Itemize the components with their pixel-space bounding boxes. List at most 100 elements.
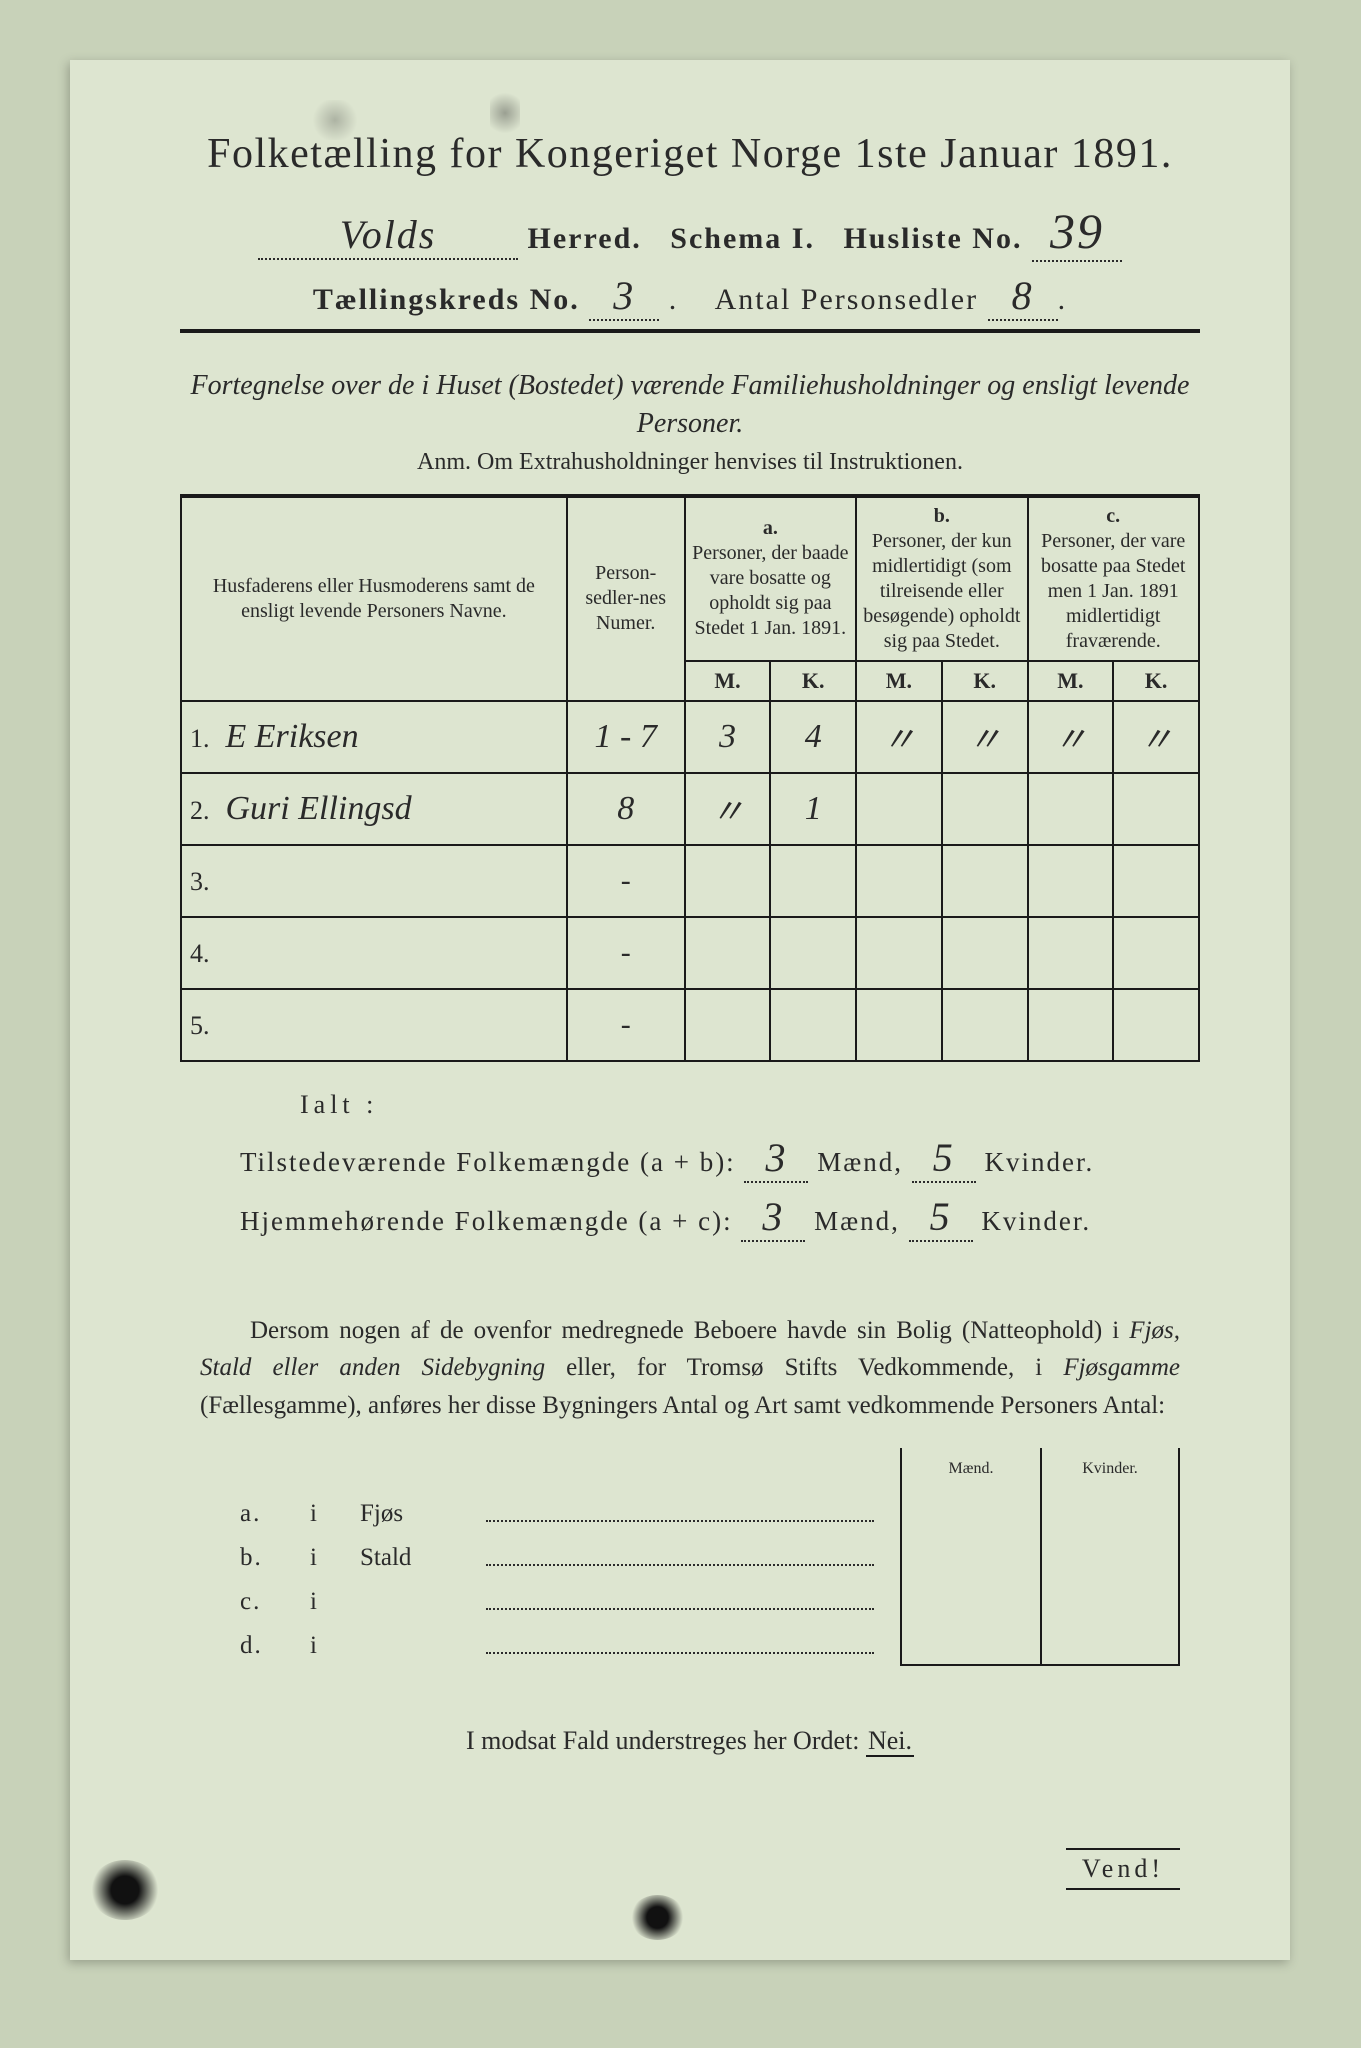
header-line-herred: Volds Herred. Schema I. Husliste No. 39 <box>180 202 1200 262</box>
antal-value: 8 <box>1012 273 1034 318</box>
abcd-cell-k <box>1040 1622 1180 1666</box>
husliste-value: 39 <box>1050 203 1104 259</box>
abcd-cell-k <box>1040 1534 1180 1578</box>
th-numer: Person-sedler-nes Numer. <box>567 496 685 701</box>
cell: 3 <box>719 718 736 755</box>
th-a-m: M. <box>685 661 771 701</box>
nei-line: I modsat Fald understreges her Ordet: Ne… <box>180 1726 1200 1756</box>
ialt-label: Ialt : <box>300 1090 1200 1120</box>
row-number: 1. <box>190 724 218 754</box>
nei-word: Nei. <box>866 1726 914 1757</box>
dotted-line <box>486 1564 874 1566</box>
total-label: Hjemmehørende Folkemængde (a + c): <box>240 1206 733 1236</box>
cell: 1 - 7 <box>595 718 657 755</box>
maend-label: Mænd, <box>817 1147 903 1177</box>
abcd-letter: a. <box>240 1500 310 1528</box>
mk-header-row: Mænd. Kvinder. <box>180 1448 1180 1490</box>
cell: 〃 <box>1053 722 1087 759</box>
th-c-k: K. <box>1113 661 1199 701</box>
th-names: Husfaderens eller Husmoderens samt de en… <box>181 496 567 701</box>
kvinder-label: Kvinder. <box>981 1206 1091 1236</box>
cell: 〃 <box>1139 722 1173 759</box>
header-line-kreds: Tællingskreds No. 3 . Antal Personsedler… <box>180 272 1200 321</box>
cell: 〃 <box>882 722 916 759</box>
ink-smudge <box>310 100 360 140</box>
herred-value: Volds <box>340 212 437 257</box>
table-row: 2. Guri Ellingsd 8 〃 1 <box>181 773 1199 845</box>
th-c-m: M. <box>1028 661 1114 701</box>
abcd-i: i <box>310 1632 360 1660</box>
table-row: 3. - <box>181 845 1199 917</box>
person-name: Guri Ellingsd <box>226 790 412 827</box>
ink-smudge <box>490 88 520 138</box>
table-row: 4. - <box>181 917 1199 989</box>
kreds-value: 3 <box>613 273 635 318</box>
cell: 4 <box>805 718 822 755</box>
abcd-cell-m <box>900 1490 1040 1534</box>
household-table: Husfaderens eller Husmoderens samt de en… <box>180 494 1200 1062</box>
abcd-row: d. i <box>180 1622 1200 1666</box>
dotted-line <box>486 1520 874 1522</box>
intro-italic: Fortegnelse over de i Huset (Bostedet) v… <box>190 367 1190 443</box>
dotted-line <box>486 1608 874 1610</box>
abcd-letter: d. <box>240 1632 310 1660</box>
herred-label: Herred. <box>528 222 642 255</box>
abcd-letter: b. <box>240 1544 310 1572</box>
outbuilding-paragraph: Dersom nogen af de ovenfor medregnede Be… <box>200 1312 1180 1425</box>
table-row: 1. E Eriksen 1 - 7 3 4 〃 〃 〃 〃 <box>181 701 1199 773</box>
row-number: 2. <box>190 796 218 826</box>
th-c: c.Personer, der vare bosatte paa Stedet … <box>1028 496 1200 661</box>
kvinder-label: Kvinder. <box>984 1147 1094 1177</box>
cell: - <box>621 936 631 969</box>
abcd-i: i <box>310 1588 360 1616</box>
person-name: E Eriksen <box>226 718 359 755</box>
abcd-cell-m <box>900 1578 1040 1622</box>
intro-anm: Anm. Om Extrahusholdninger henvises til … <box>180 449 1200 476</box>
total-value: 5 <box>933 1135 955 1180</box>
ink-blot <box>630 1895 685 1940</box>
th-a: a.Personer, der baade vare bosatte og op… <box>685 496 856 661</box>
cell: 1 <box>805 790 822 827</box>
total-label: Tilstedeværende Folkemængde (a + b): <box>240 1147 736 1177</box>
th-b: b.Personer, der kun midlertidigt (som ti… <box>856 496 1027 661</box>
th-a-k: K. <box>770 661 856 701</box>
ink-blot <box>90 1860 160 1920</box>
abcd-letter: c. <box>240 1588 310 1616</box>
cell: 8 <box>617 790 634 827</box>
abcd-i: i <box>310 1544 360 1572</box>
row-number: 3. <box>190 867 218 897</box>
th-b-m: M. <box>856 661 942 701</box>
dotted-line <box>486 1652 874 1654</box>
schema-label: Schema I. <box>670 222 815 255</box>
abcd-row: b. i Stald <box>180 1534 1200 1578</box>
maend-header: Mænd. <box>900 1448 1040 1490</box>
abcd-row: c. i <box>180 1578 1200 1622</box>
th-b-k: K. <box>942 661 1028 701</box>
abcd-cell-k <box>1040 1490 1180 1534</box>
total-value: 3 <box>765 1135 787 1180</box>
divider <box>180 329 1200 333</box>
vend-label: Vend! <box>1066 1848 1180 1890</box>
abcd-cell-m <box>900 1622 1040 1666</box>
total-resident: Hjemmehørende Folkemængde (a + c): 3 Mæn… <box>240 1193 1200 1242</box>
cell: 〃 <box>968 722 1002 759</box>
abcd-building: Stald <box>360 1544 480 1572</box>
abcd-i: i <box>310 1500 360 1528</box>
maend-label: Mænd, <box>814 1206 900 1236</box>
total-present: Tilstedeværende Folkemængde (a + b): 3 M… <box>240 1134 1200 1183</box>
cell: - <box>621 864 631 897</box>
husliste-label: Husliste No. <box>843 222 1022 255</box>
census-form-page: Folketælling for Kongeriget Norge 1ste J… <box>70 60 1290 1960</box>
abcd-row: a. i Fjøs <box>180 1490 1200 1534</box>
table-row: 5. - <box>181 989 1199 1061</box>
cell: 〃 <box>710 794 744 831</box>
row-number: 4. <box>190 939 218 969</box>
kreds-label: Tællingskreds No. <box>313 283 580 316</box>
total-value: 3 <box>762 1194 784 1239</box>
row-number: 5. <box>190 1011 218 1041</box>
abcd-cell-m <box>900 1534 1040 1578</box>
kvinder-header: Kvinder. <box>1040 1448 1180 1490</box>
abcd-building: Fjøs <box>360 1500 480 1528</box>
total-value: 5 <box>930 1194 952 1239</box>
cell: - <box>621 1008 631 1041</box>
